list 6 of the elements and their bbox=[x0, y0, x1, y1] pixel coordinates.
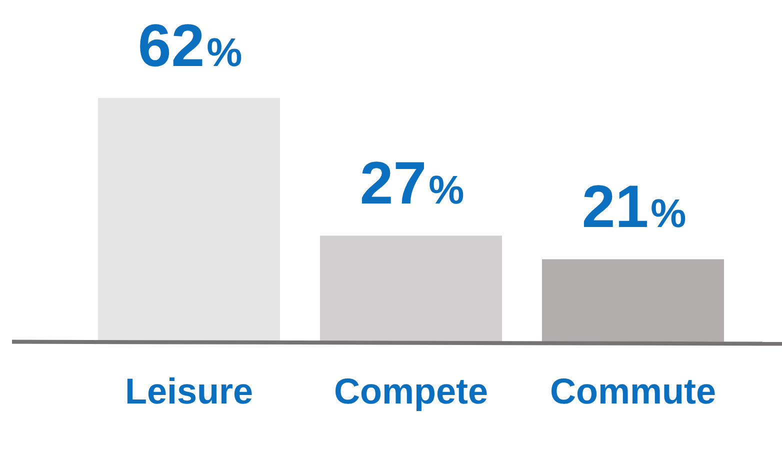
x-tick-label: Compete bbox=[334, 370, 488, 412]
data-label: 21% bbox=[582, 173, 686, 240]
data-label: 62% bbox=[138, 12, 242, 79]
x-tick-label: Leisure bbox=[124, 370, 254, 412]
data-label: 27% bbox=[360, 150, 464, 217]
x-tick-label: Commute bbox=[550, 370, 716, 412]
